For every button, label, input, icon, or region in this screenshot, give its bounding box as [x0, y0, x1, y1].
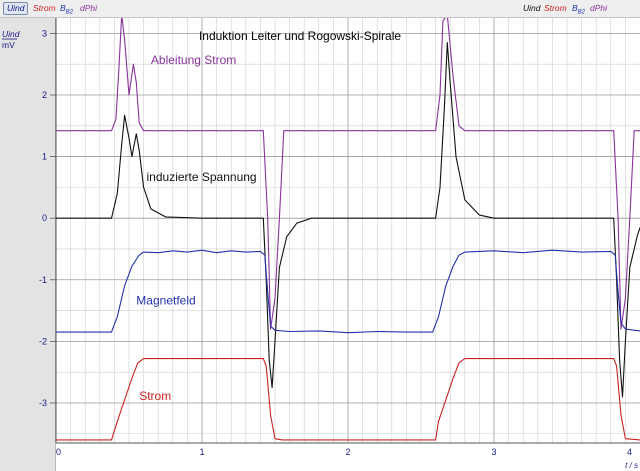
series-button-bb2-sub: B2 [65, 9, 74, 16]
x-tick-label: 4 [627, 447, 632, 457]
series-label-bb2-right-label: B [572, 3, 578, 13]
x-tick-label: 3 [491, 447, 496, 457]
series-line-ableitung-strom [56, 18, 640, 330]
y-axis-label: Uind [2, 29, 20, 39]
x-tick-label: 0 [56, 447, 61, 457]
y-tick-label: -2 [39, 336, 47, 346]
y-tick-label: 2 [42, 90, 47, 100]
y-tick-label: 3 [42, 28, 47, 38]
series-line-strom [56, 358, 640, 441]
annotation-magnetfeld: Magnetfeld [136, 293, 195, 307]
y-axis-gutter [0, 18, 56, 471]
series-label-bb2-right-sub: B2 [577, 9, 586, 16]
series-label-bb2-right[interactable]: BB2 [572, 3, 585, 16]
chart-title: Induktion Leiter und Rogowski-Spirale [199, 29, 401, 43]
series-button-strom[interactable]: Strom [33, 3, 56, 13]
y-tick-label: -3 [39, 398, 47, 408]
y-tick-label: 1 [42, 152, 47, 162]
annotation-induzierte-spannung: induzierte Spannung [147, 170, 257, 184]
series-button-dphi[interactable]: dPhi [80, 3, 98, 13]
x-tick-label: 2 [345, 447, 350, 457]
series-label-strom-right[interactable]: Strom [544, 3, 567, 13]
series-button-uind[interactable]: Uind [3, 2, 29, 15]
x-axis-unit: t / s [625, 461, 638, 470]
series-button-bb2[interactable]: BB2 [60, 3, 73, 16]
annotation-strom: Strom [139, 389, 171, 403]
y-axis-unit: mV [2, 40, 15, 50]
x-tick-label: 1 [199, 447, 204, 457]
series-toolbar: Uind Strom BB2 dPhi Uind Strom BB2 dPhi [0, 0, 640, 18]
grid-layer [50, 18, 640, 444]
y-tick-label: -1 [39, 275, 47, 285]
series-label-dphi-right[interactable]: dPhi [590, 3, 608, 13]
annotation-ableitung-strom: Ableitung Strom [151, 53, 236, 67]
series-layer [56, 18, 640, 441]
series-label-uind-right[interactable]: Uind [523, 3, 541, 13]
series-button-bb2-label: B [60, 3, 66, 13]
y-tick-label: 0 [42, 213, 47, 223]
series-line-magnetfeld [56, 249, 640, 334]
label-layer: Induktion Leiter und Rogowski-Spirale Ui… [2, 28, 638, 470]
